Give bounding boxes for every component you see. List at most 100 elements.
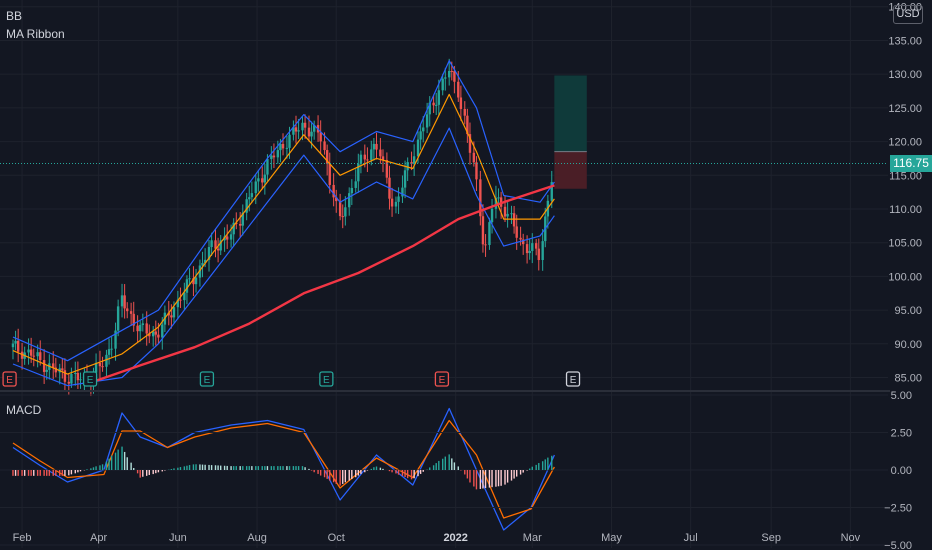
candle-body [194,277,198,285]
candle-body [297,130,300,132]
candle-body [229,234,233,240]
candle-body [466,115,469,135]
candle-body [515,226,518,238]
candle-body [432,102,435,106]
time-tick-label: Jul [684,532,698,544]
candle-body [70,373,73,384]
candle-body [412,156,416,164]
candle-body [359,154,363,164]
candle-body [370,149,373,160]
candle-body [475,162,478,180]
candle-body [207,247,211,260]
time-tick-label: Sep [761,532,781,544]
candle-body [375,143,378,150]
candle-body [107,349,111,355]
candle-body [401,187,404,197]
candle-body [363,154,367,160]
symbol-legend[interactable]: BB [6,9,23,23]
candle-body [52,363,55,368]
ma-middle-line [12,93,555,375]
candles [11,58,553,397]
price-tick-label: 115.00 [889,170,922,182]
candle-body [167,312,170,316]
candle-body [210,240,213,248]
candle-body [201,262,204,266]
candle-body [154,331,157,335]
candle-body [459,97,463,109]
candle-body [512,213,516,227]
time-tick-label: Oct [328,532,345,544]
currency-label[interactable]: USD [893,5,923,24]
earnings-badge [82,371,98,387]
earnings-label: E [87,375,94,386]
candle-body [203,259,207,263]
candle-body [528,250,531,254]
macd-tick-label: 2.50 [891,428,912,440]
candle-body [319,132,322,142]
candle-body [484,244,487,246]
candle-body [14,340,17,344]
earnings-marker: E [2,371,17,387]
time-axis[interactable]: Feb Apr Jun Aug Oct 2022 Mar May Jul Sep Nov [13,532,861,544]
candle-body [338,201,342,217]
bollinger-lower-line [12,127,555,387]
candle-body [219,240,222,251]
macd-axis[interactable]: 5.00 2.50 0.00 −2.50 −5.00 [884,390,912,550]
candle-body [76,373,80,381]
price-tick-label: 100.00 [888,271,922,283]
candle-body [245,199,248,213]
earnings-badge [199,371,215,387]
price-tick-label: 120.00 [888,137,922,149]
time-tick-label: 2022 [443,532,467,544]
candle-body [257,178,260,182]
earnings-label: E [6,375,13,386]
candle-body [510,213,513,215]
price-axis[interactable]: 140.00 135.00 130.00 125.00 120.00 115.00 110.… [888,2,922,385]
candle-body [537,248,540,261]
earnings-label: E [204,375,211,386]
candle-body [16,340,20,352]
candle-body [354,181,357,188]
candle-body [123,295,126,309]
ma-ribbon-legend[interactable]: MA Ribbon [6,27,65,41]
candle-body [394,201,398,207]
stop-zone[interactable] [554,151,587,189]
price-tick-label: 90.00 [894,339,922,351]
candle-body [39,352,42,361]
target-zone[interactable] [554,75,587,152]
earnings-badge [434,371,450,387]
candle-body [350,187,354,194]
moving-averages [12,60,555,531]
candle-body [344,207,347,217]
candle-body [263,174,267,183]
macd-legend[interactable]: MACD [6,403,42,417]
candle-body [36,352,39,357]
candle-body [29,349,33,356]
candle-body [250,193,254,198]
candle-body [238,224,242,226]
earnings-marker: E [565,371,581,387]
candle-body [468,134,472,153]
earnings-marker: E [434,371,450,387]
candle-body [328,163,331,185]
candle-body [45,369,48,372]
price-tick-label: 130.00 [888,69,922,81]
candle-body [301,122,304,131]
price-tick-label: 105.00 [888,238,922,250]
candle-body [32,355,35,357]
candle-body [148,333,151,337]
candle-body [139,324,142,332]
candle-body [241,212,244,226]
candle-body [79,379,82,381]
candle-body [192,278,195,285]
candle-body [332,184,335,198]
candle-body [98,362,102,367]
candle-body [101,366,104,368]
chart-grid [0,0,888,548]
candle-body [479,179,482,217]
bollinger-upper-line [12,60,555,362]
last-price-label: 116.75 [890,155,932,173]
candle-body [416,139,420,157]
candle-body [534,243,538,249]
